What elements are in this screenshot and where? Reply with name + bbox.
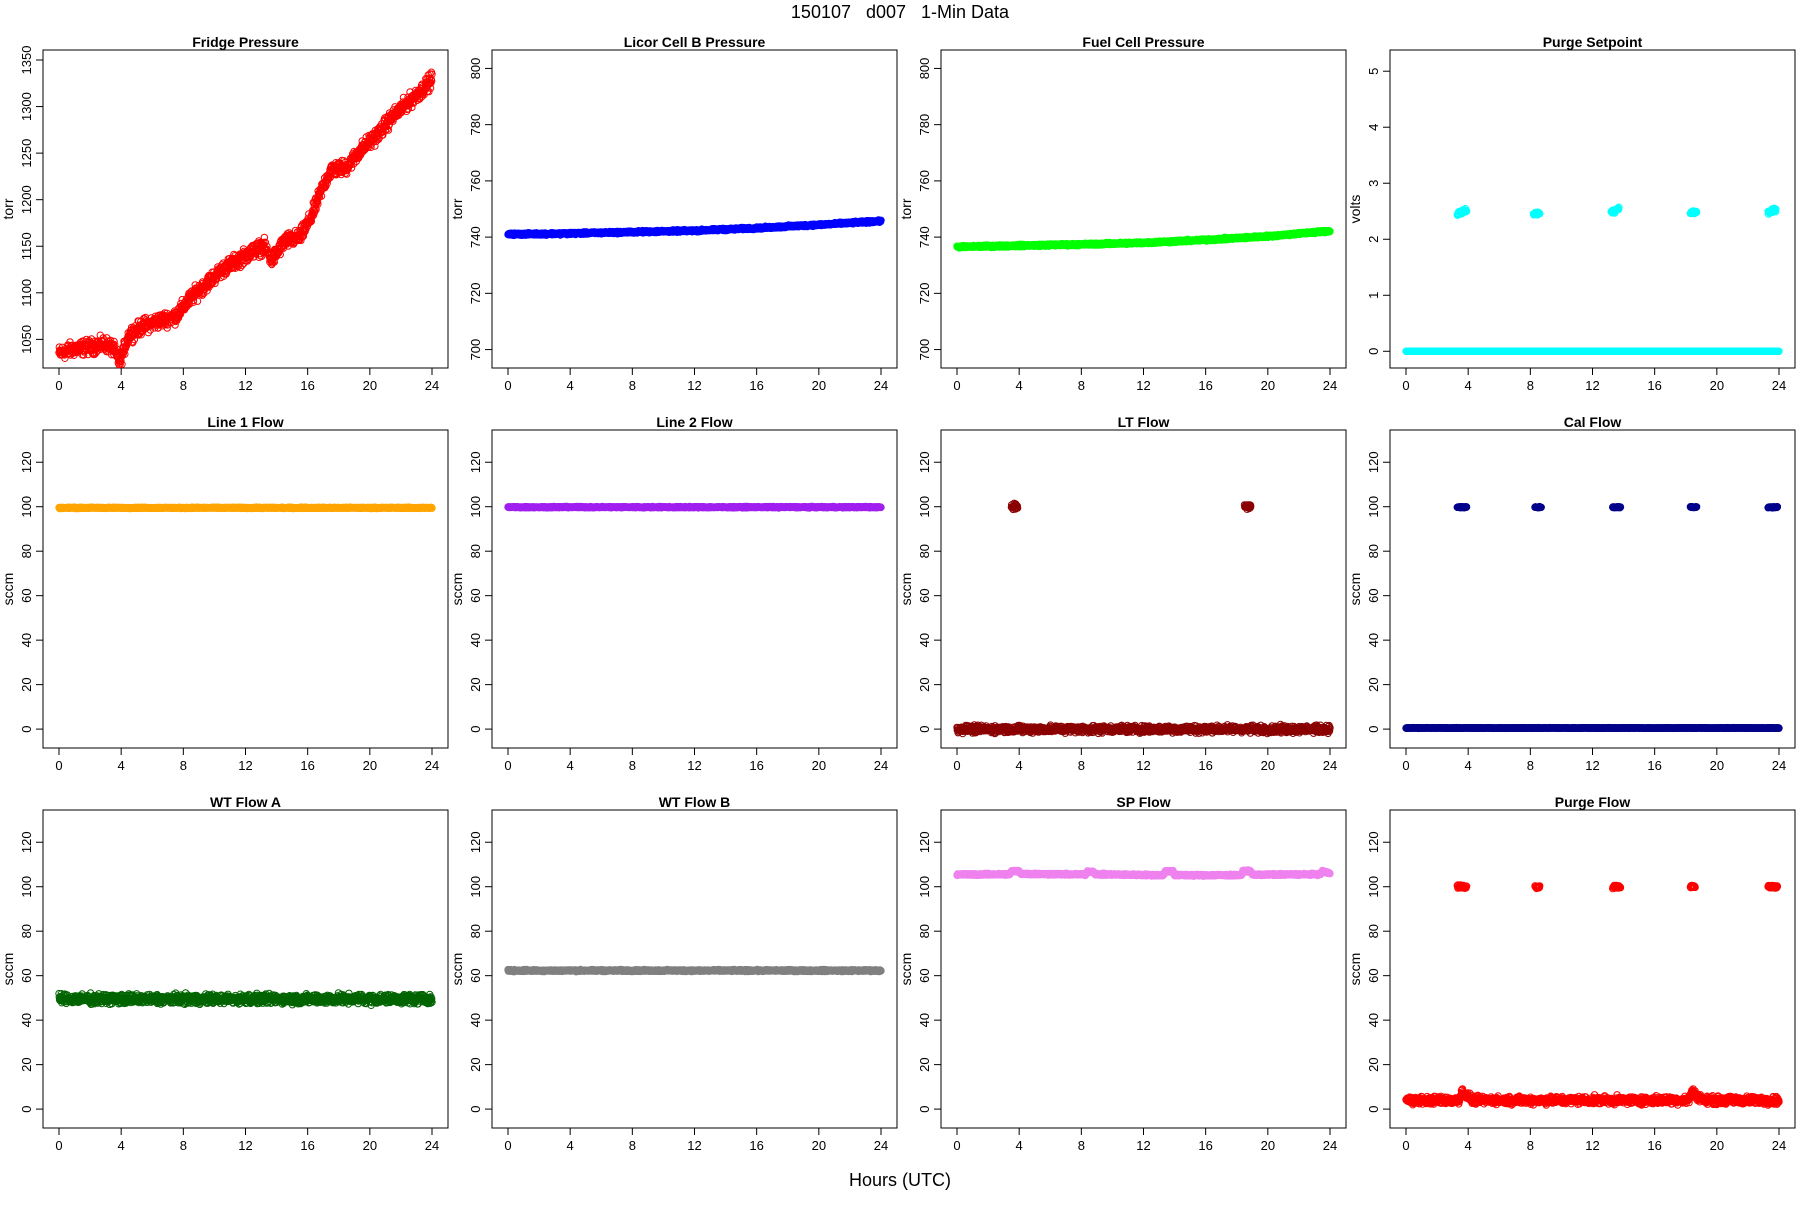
- x-tick-label: 20: [812, 378, 826, 393]
- plot-frame: [492, 50, 897, 368]
- y-tick-label: 1: [1366, 292, 1381, 299]
- chart-panel-licor: Licor Cell B Pressure 0 4 8 12 16 20 24 700 720 74…: [449, 34, 897, 393]
- figure-title: 150107 d007 1-Min Data: [0, 2, 1800, 23]
- x-tick-label: 0: [1402, 378, 1409, 393]
- x-tick-label: 12: [1585, 378, 1599, 393]
- y-axis-label: torr: [449, 198, 465, 219]
- x-tick-label: 8: [1527, 378, 1534, 393]
- x-tick-label: 12: [238, 378, 252, 393]
- x-tick-label: 24: [425, 378, 439, 393]
- y-tick-label: 780: [468, 114, 483, 136]
- x-tick-label: 16: [300, 378, 314, 393]
- x-tick-label: 4: [1016, 378, 1023, 393]
- x-tick-label: 12: [1136, 378, 1150, 393]
- plot-frame: [1390, 50, 1795, 368]
- x-tick-label: 24: [1323, 378, 1337, 393]
- x-tick-label: 4: [118, 378, 125, 393]
- x-tick-label: 8: [629, 378, 636, 393]
- panel-title: Fuel Cell Pressure: [1082, 34, 1204, 50]
- y-tick-label: 5: [1366, 68, 1381, 75]
- y-tick-label: 4: [1366, 124, 1381, 131]
- y-tick-label: 1100: [19, 279, 34, 307]
- x-tick-label: 16: [1198, 378, 1212, 393]
- panel-title: Purge Setpoint: [1543, 34, 1643, 50]
- y-axis-label: volts: [1347, 195, 1363, 224]
- x-tick-label: 20: [1261, 378, 1275, 393]
- y-tick-label: 760: [917, 170, 932, 192]
- y-tick-label: 740: [468, 226, 483, 248]
- y-tick-label: 1150: [19, 232, 34, 260]
- x-tick-label: 20: [363, 378, 377, 393]
- x-tick-label: 24: [1772, 378, 1786, 393]
- x-tick-label: 20: [1710, 378, 1724, 393]
- y-tick-label: 700: [917, 339, 932, 361]
- y-axis-label: torr: [0, 198, 16, 219]
- y-tick-label: 1200: [19, 185, 34, 214]
- y-tick-label: 800: [917, 58, 932, 80]
- panel-title: Licor Cell B Pressure: [624, 34, 766, 50]
- series-points: [954, 227, 1333, 251]
- series-points: [56, 69, 435, 368]
- y-tick-label: 760: [468, 170, 483, 192]
- y-tick-label: 740: [917, 226, 932, 248]
- chart-panel-fuel: Fuel Cell Pressure 0 4 8 12 16 20 24 700 720 740 76…: [898, 34, 1346, 393]
- x-tick-label: 16: [749, 378, 763, 393]
- panel-title: Fridge Pressure: [192, 34, 299, 50]
- y-tick-label: 3: [1366, 180, 1381, 187]
- y-tick-label: 1350: [19, 46, 34, 75]
- y-tick-label: 1250: [19, 139, 34, 168]
- x-tick-label: 8: [1078, 378, 1085, 393]
- x-tick-label: 4: [567, 378, 574, 393]
- y-tick-label: 1050: [19, 325, 34, 354]
- chart-panel-fridge: Fridge Pressure 0 4 8 12 16 20 24 1050 1100 1150 12…: [0, 34, 448, 393]
- y-tick-label: 720: [468, 282, 483, 304]
- x-tick-label: 0: [55, 378, 62, 393]
- series-points: [505, 217, 884, 239]
- x-tick-label: 0: [953, 378, 960, 393]
- y-tick-label: 700: [468, 339, 483, 361]
- y-axis-label: torr: [898, 198, 914, 219]
- x-tick-label: 8: [180, 378, 187, 393]
- x-tick-label: 24: [874, 378, 888, 393]
- series-points: [1403, 204, 1782, 354]
- data-point: [194, 298, 200, 304]
- x-tick-label: 16: [1647, 378, 1661, 393]
- x-tick-label: 4: [1465, 378, 1472, 393]
- x-tick-label: 0: [504, 378, 511, 393]
- y-tick-label: 0: [1366, 348, 1381, 355]
- y-tick-label: 2: [1366, 236, 1381, 243]
- x-tick-label: 12: [687, 378, 701, 393]
- plot-frame: [941, 50, 1346, 368]
- y-tick-label: 720: [917, 282, 932, 304]
- y-tick-label: 800: [468, 58, 483, 80]
- plot-frame: [43, 50, 448, 368]
- y-tick-label: 1300: [19, 92, 34, 121]
- y-tick-label: 780: [917, 114, 932, 136]
